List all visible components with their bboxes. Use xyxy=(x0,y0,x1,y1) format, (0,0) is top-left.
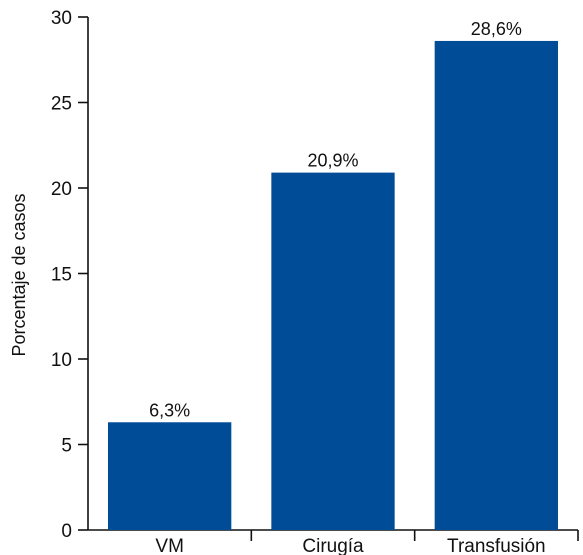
bar-data-label: 28,6% xyxy=(471,19,522,39)
data-labels: 6,3% 20,9% 28,6% xyxy=(149,19,522,420)
y-tick-label: 5 xyxy=(61,436,72,457)
y-tick-label: 30 xyxy=(51,8,72,29)
x-category-label: Transfusión xyxy=(447,536,546,555)
y-tick-label: 20 xyxy=(51,179,72,200)
x-category-label: VM xyxy=(155,536,184,555)
bar-data-label: 6,3% xyxy=(149,400,190,420)
bar xyxy=(108,422,232,530)
y-tick-label: 0 xyxy=(61,521,72,542)
bar-data-label: 20,9% xyxy=(307,151,358,171)
y-axis-title: Porcentaje de casos xyxy=(9,193,29,356)
bar xyxy=(271,172,395,531)
bar xyxy=(434,40,558,530)
y-tick-label: 15 xyxy=(51,265,72,286)
x-category-label: Cirugía xyxy=(302,536,364,555)
x-axis: VM Cirugía Transfusión xyxy=(88,529,579,555)
y-tick-label: 25 xyxy=(51,94,72,115)
y-axis: 0 5 10 15 20 25 30 xyxy=(51,8,89,542)
bars xyxy=(108,40,558,531)
y-tick-label: 10 xyxy=(51,350,72,371)
